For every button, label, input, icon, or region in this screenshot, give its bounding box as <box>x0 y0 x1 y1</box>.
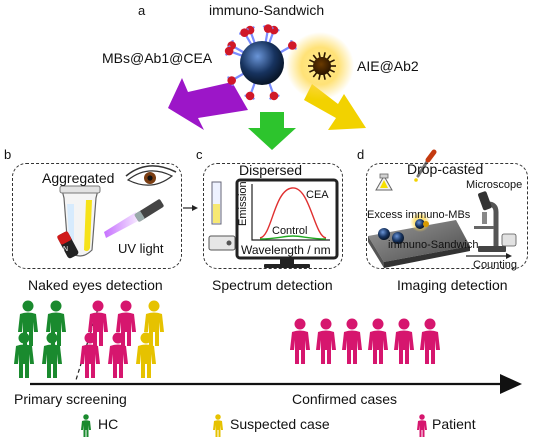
left-purple-arrow <box>168 78 248 130</box>
uv-flashlight <box>104 199 164 238</box>
aie-particle <box>308 52 336 80</box>
magnetic-bead <box>240 41 284 85</box>
antibody-icon <box>224 45 243 57</box>
emission-axis-label: Emission <box>237 181 249 226</box>
panel-d-letter: d <box>357 147 365 162</box>
microscope-icon <box>474 191 517 252</box>
antibody-icon <box>262 24 274 43</box>
panel-d-caption: Imaging detection <box>397 277 508 293</box>
confirmed-cases-label: Confirmed cases <box>292 391 398 407</box>
panel-d-box <box>366 163 528 269</box>
microscope-label: Microscope <box>466 179 523 191</box>
mbs-label: MBs@Ab1@CEA <box>102 50 213 66</box>
glass-plate <box>368 212 470 268</box>
spectrometer-device <box>208 235 240 251</box>
panel-c-box <box>203 163 343 269</box>
person-icon <box>417 414 427 437</box>
counting-label: Counting <box>473 259 518 271</box>
person-icon <box>42 332 62 378</box>
antibody-icon <box>239 28 253 46</box>
person-icon <box>394 318 414 364</box>
cuvette-icon <box>211 181 222 225</box>
cea-curve <box>259 187 327 239</box>
panel-a-letter: a <box>138 3 146 18</box>
panel-a-title: immuno-Sandwich <box>209 2 325 18</box>
panel-c-title: Dispersed <box>239 162 303 178</box>
person-icon <box>81 414 91 437</box>
sandwich-label: immuno-Sandwich <box>388 239 479 251</box>
antibody-icon <box>244 82 256 101</box>
person-icon <box>144 300 164 346</box>
legend-suspected-label: Suspected case <box>230 416 330 432</box>
antibody-icon <box>279 40 297 54</box>
person-icon <box>316 318 336 364</box>
legend-hc-label: HC <box>98 416 119 432</box>
panel-b-title: Aggregated <box>42 170 115 186</box>
person-icon <box>136 332 156 378</box>
dropper-icon <box>375 149 437 191</box>
antibody-icon <box>268 82 280 101</box>
panel-b-letter: b <box>4 147 12 162</box>
timeline-arrowhead <box>500 374 522 394</box>
primary-screening-label: Primary screening <box>14 391 127 407</box>
person-icon <box>80 332 100 378</box>
panel-c-letter: c <box>196 147 203 162</box>
control-curve <box>259 235 327 240</box>
uv-light-label: UV light <box>118 241 164 256</box>
panel-b-box <box>12 163 182 269</box>
panel-c-caption: Spectrum detection <box>212 277 333 293</box>
down-green-arrow <box>248 112 296 150</box>
person-icon <box>420 318 440 364</box>
person-icon <box>368 318 388 364</box>
immuno-sandwich-complex <box>224 24 354 101</box>
legend-patient-label: Patient <box>432 416 476 432</box>
wavelength-axis-label: Wavelength / nm <box>241 243 331 257</box>
svg-text:N: N <box>63 246 68 253</box>
cea-curve-label: CEA <box>306 189 329 201</box>
antibody-icon <box>227 72 245 86</box>
person-icon <box>213 414 223 437</box>
control-curve-label: Control <box>272 225 308 237</box>
person-icon <box>108 332 128 378</box>
person-icon <box>342 318 362 364</box>
person-icon <box>290 318 310 364</box>
excess-mbs-label: Excess immuno-MBs <box>367 209 471 221</box>
spectrum-plot <box>251 184 330 241</box>
tube-illustration: N <box>57 185 101 259</box>
person-icon <box>14 332 34 378</box>
panel-b-caption: Naked eyes detection <box>28 277 163 293</box>
panel-d-title: Drop-casted <box>407 161 484 177</box>
aie-label: AIE@Ab2 <box>357 58 419 74</box>
